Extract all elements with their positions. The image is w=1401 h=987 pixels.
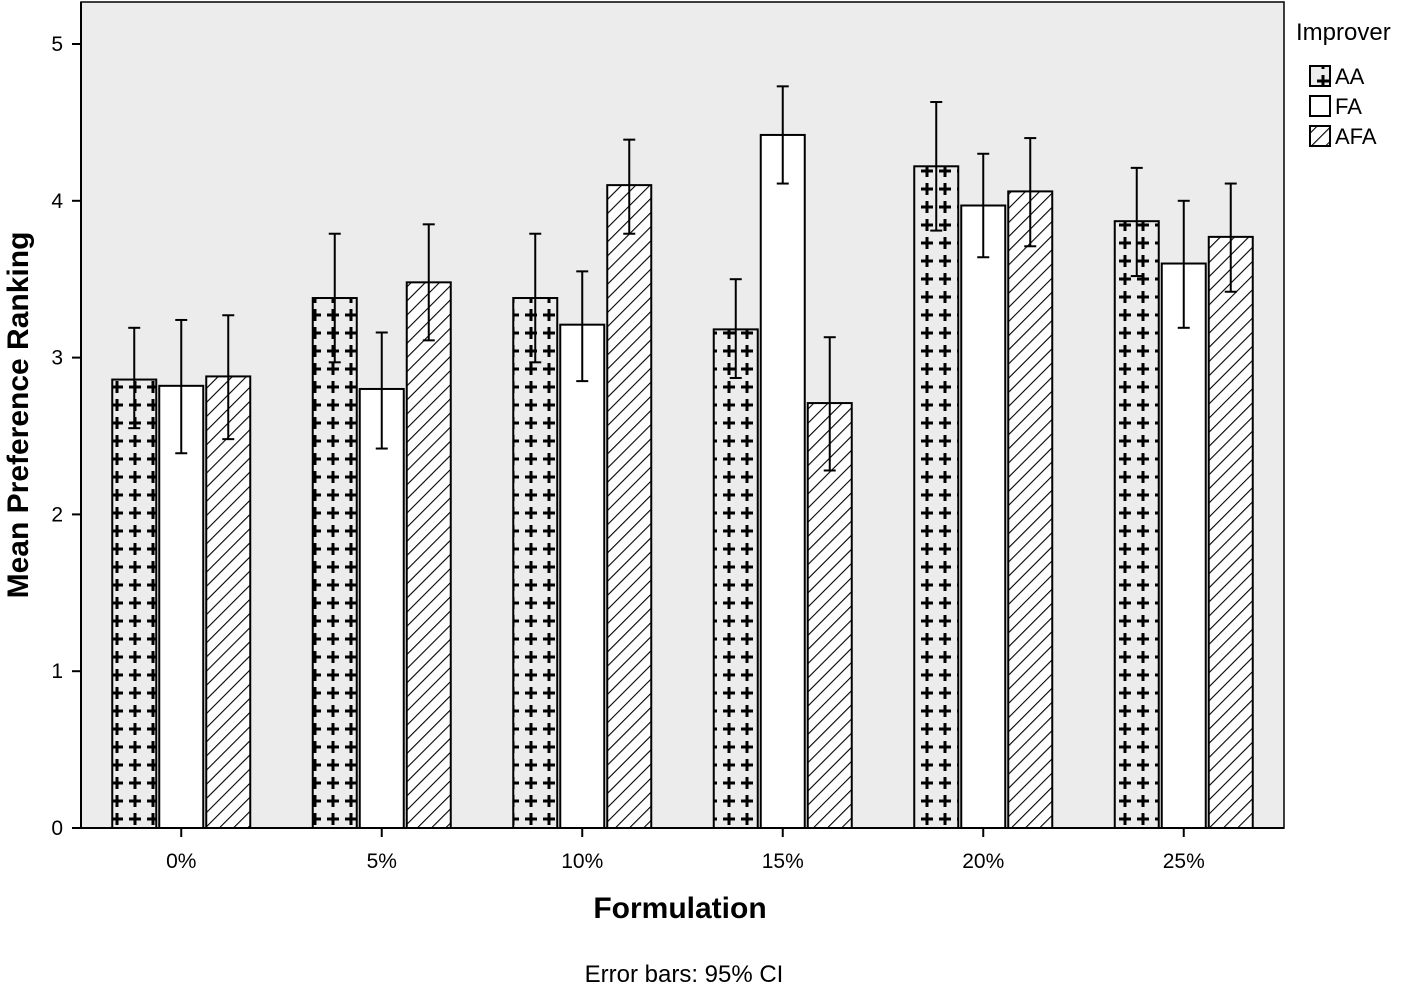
error-bar (930, 101, 943, 232)
legend-title: Improver (1296, 19, 1391, 46)
y-tick-label: 5 (51, 33, 63, 56)
bar-aa-0pct (111, 378, 158, 829)
y-tick-label: 2 (51, 503, 63, 526)
error-bar (1224, 182, 1237, 293)
bar-fa-10pct (559, 323, 606, 829)
bar-aa-25pct (1113, 220, 1160, 829)
bar-fa-15pct (759, 133, 806, 830)
legend-item: FA (1309, 94, 1362, 119)
y-tick-label: 0 (51, 817, 63, 840)
error-bar (175, 318, 188, 455)
bar-fa-5pct (358, 387, 405, 829)
error-bar (1177, 199, 1190, 329)
error-bar (823, 336, 836, 472)
error-bar (222, 314, 235, 441)
legend: Improver AA FA AFA (1296, 19, 1391, 149)
x-axis-title: Formulation (593, 892, 766, 925)
error-bar (576, 270, 589, 383)
x-tick-label: 10% (561, 850, 603, 873)
bar-afa-15pct (806, 402, 853, 829)
bar-afa-5pct (405, 281, 452, 829)
x-tick-label: 5% (367, 850, 397, 873)
bar-aa-15pct (712, 328, 759, 829)
error-bars-footnote: Error bars: 95% CI (585, 961, 784, 987)
x-tick-label: 25% (1163, 850, 1205, 873)
bar-fa-0pct (158, 384, 205, 829)
bar-afa-10pct (606, 184, 653, 829)
legend-swatch-aa (1309, 65, 1331, 87)
error-bar (375, 331, 388, 450)
error-bar (422, 223, 435, 342)
error-bar (128, 326, 141, 430)
y-tick-label: 1 (51, 660, 63, 683)
legend-swatch-fa (1309, 95, 1331, 117)
error-bar (729, 278, 742, 379)
y-tick-label: 3 (51, 347, 63, 370)
bar-afa-0pct (205, 375, 252, 829)
plot-area (80, 1, 1285, 829)
x-tick-label: 20% (962, 850, 1004, 873)
y-axis-title: Mean Preference Ranking (2, 232, 35, 599)
error-bar (977, 152, 990, 259)
error-bar (623, 138, 636, 235)
bar-fa-20pct (960, 204, 1007, 829)
legend-label: AA (1335, 64, 1365, 89)
x-tick-label: 15% (762, 850, 804, 873)
error-bar (776, 85, 789, 185)
legend-label: AFA (1335, 124, 1377, 149)
legend-swatch-afa (1309, 125, 1331, 147)
x-tick-label: 0% (166, 850, 196, 873)
error-bar (1130, 166, 1143, 278)
legend-label: FA (1335, 94, 1362, 119)
y-tick-label: 4 (51, 190, 63, 213)
legend-item: AFA (1309, 124, 1377, 149)
error-bar (529, 232, 542, 364)
legend-item: AA (1309, 64, 1365, 89)
bar-aa-5pct (311, 297, 358, 829)
bar-aa-20pct (913, 165, 960, 829)
bar-aa-10pct (512, 297, 559, 829)
bar-fa-25pct (1160, 262, 1207, 829)
error-bar (1024, 137, 1037, 248)
bar-afa-20pct (1007, 190, 1054, 829)
error-bar (328, 232, 341, 364)
bar-afa-25pct (1207, 235, 1254, 829)
